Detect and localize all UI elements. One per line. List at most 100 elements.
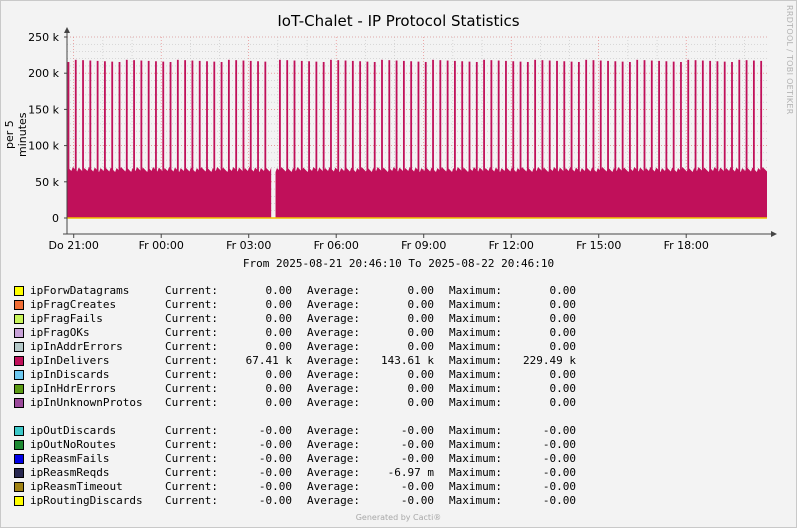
legend-name: ipOutNoRoutes: [30, 438, 117, 451]
area-spike: [519, 61, 522, 219]
area-spike: [577, 61, 580, 219]
area-spike: [388, 60, 391, 218]
legend-swatch: [14, 482, 24, 492]
x-tick-label: Fr 15:00: [576, 239, 621, 252]
legend-current-value: -0.00: [258, 438, 292, 451]
legend-current-value: 0.00: [265, 340, 293, 353]
area-spike: [206, 61, 208, 218]
x-ticks: Do 21:00 Fr 00:00 Fr 03:00 Fr 06:00 Fr 09:00…: [49, 234, 709, 252]
area-spike: [198, 60, 201, 218]
area-spike: [723, 61, 726, 219]
area-spike: [614, 61, 617, 218]
x-tick-label: Do 21:00: [49, 239, 99, 252]
area-spike: [629, 61, 631, 219]
legend-average-label: Average:: [307, 382, 360, 395]
area-spike: [432, 59, 434, 219]
legend-current-value: -0.00: [258, 480, 292, 493]
legend-current-value: 0.00: [265, 368, 293, 381]
area-spike: [475, 61, 478, 219]
legend-swatch: [14, 384, 24, 394]
legend-swatch: [14, 496, 24, 506]
area-spike: [366, 61, 369, 219]
area-spike: [417, 61, 420, 219]
legend-average-label: Average:: [307, 424, 360, 437]
legend-name: ipFragOKs: [30, 326, 90, 339]
legend-maximum-value: 0.00: [549, 340, 577, 353]
legend-maximum-value: 0.00: [549, 312, 577, 325]
legend-name: ipInHdrErrors: [30, 382, 117, 395]
area-spike: [526, 61, 529, 219]
legend-current-label: Current:: [165, 494, 218, 507]
area-spike: [381, 59, 383, 219]
legend-average-value: 0.00: [407, 312, 435, 325]
area-spike: [257, 61, 259, 218]
area-spike: [461, 61, 464, 218]
area-spike: [104, 61, 106, 218]
legend-current-value: 0.00: [265, 326, 293, 339]
area-spike: [169, 61, 172, 219]
legend-name: ipInDiscards: [30, 368, 110, 381]
area-spike: [680, 61, 682, 219]
legend-name: ipReasmReqds: [30, 466, 110, 479]
legend-maximum-value: -0.00: [542, 438, 576, 451]
x-tick-label: Fr 00:00: [139, 239, 184, 252]
area-spike: [402, 60, 405, 218]
legend-current-value: 0.00: [265, 298, 293, 311]
y-ticks: 0 50 k 100 k 150 k 200 k 250 k: [28, 31, 67, 225]
area-spike: [483, 59, 485, 219]
area-spike: [745, 60, 748, 218]
axes: [63, 27, 777, 237]
x-axis-arrow: [771, 231, 777, 237]
x-tick-label: Fr 06:00: [314, 239, 359, 252]
area-spike: [176, 59, 179, 219]
legend-name: ipReasmFails: [30, 452, 110, 465]
area-spike: [322, 61, 325, 219]
area-spike: [191, 60, 194, 218]
area-spike: [570, 61, 573, 219]
area-spike: [264, 61, 267, 219]
area-spike: [505, 60, 507, 218]
legend-average-label: Average:: [307, 438, 360, 451]
area-spike: [82, 60, 84, 218]
legend-current-label: Current:: [165, 452, 218, 465]
legend-swatch: [14, 328, 24, 338]
legend-maximum-value: 0.00: [549, 382, 577, 395]
legend-current-value: 0.00: [265, 396, 293, 409]
legend-maximum-value: 0.00: [549, 284, 577, 297]
area-spike: [490, 60, 493, 218]
legend-average-label: Average:: [307, 452, 360, 465]
legend-maximum-value: -0.00: [542, 452, 576, 465]
area-spike: [541, 60, 544, 218]
legend-name: ipInUnknownProtos: [30, 396, 143, 409]
legend-current-value: -0.00: [258, 466, 292, 479]
legend-maximum-label: Maximum:: [449, 340, 502, 353]
area-spike: [563, 61, 566, 218]
legend-maximum-label: Maximum:: [449, 368, 502, 381]
legend-current-label: Current:: [165, 396, 218, 409]
legend-average-label: Average:: [307, 340, 360, 353]
area-spike: [672, 61, 675, 219]
legend-current-value: 67.41 k: [245, 354, 292, 367]
area-spike: [227, 59, 230, 219]
area-spike: [133, 60, 135, 218]
legend-name: ipFragCreates: [30, 298, 117, 311]
legend-current-label: Current:: [165, 382, 218, 395]
legend-swatch: [14, 398, 24, 408]
legend-average-label: Average:: [307, 284, 360, 297]
rrdtool-credit: RRDTOOL / TOBI OETIKER: [785, 5, 794, 115]
x-tick-label: Fr 18:00: [664, 239, 709, 252]
legend-maximum-label: Maximum:: [449, 480, 502, 493]
area-spike: [67, 61, 70, 219]
legend-average-label: Average:: [307, 396, 360, 409]
legend-current-label: Current:: [165, 368, 218, 381]
legend-average-value: -0.00: [400, 438, 434, 451]
area-spike: [607, 60, 609, 218]
legend-current-label: Current:: [165, 326, 218, 339]
legend-swatch: [14, 314, 24, 324]
area-spike: [308, 61, 310, 218]
area-spike: [337, 60, 340, 218]
legend-current-value: 0.00: [265, 284, 293, 297]
legend-average-label: Average:: [307, 326, 360, 339]
area-spike: [454, 60, 456, 218]
area-spike: [497, 60, 500, 218]
